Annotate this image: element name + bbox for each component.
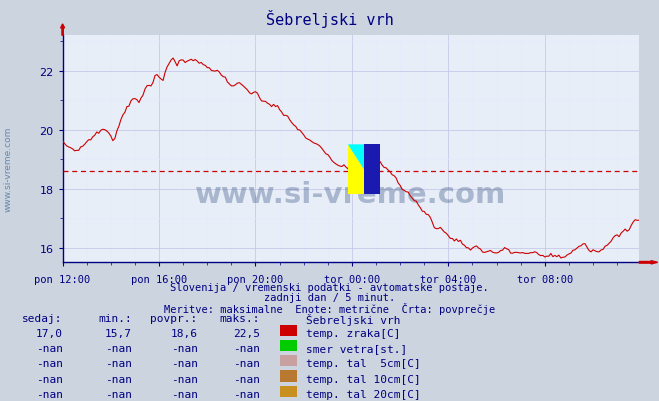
Text: min.:: min.: [98, 313, 132, 323]
Text: 18,6: 18,6 [171, 328, 198, 338]
Text: -nan: -nan [233, 374, 260, 384]
Text: -nan: -nan [36, 389, 63, 399]
Text: zadnji dan / 5 minut.: zadnji dan / 5 minut. [264, 293, 395, 303]
Text: 17,0: 17,0 [36, 328, 63, 338]
Polygon shape [364, 145, 380, 195]
Text: -nan: -nan [171, 343, 198, 353]
Text: -nan: -nan [105, 374, 132, 384]
Text: povpr.:: povpr.: [150, 313, 198, 323]
Text: www.si-vreme.com: www.si-vreme.com [195, 181, 507, 209]
Text: temp. tal  5cm[C]: temp. tal 5cm[C] [306, 358, 421, 369]
Text: -nan: -nan [105, 389, 132, 399]
Text: -nan: -nan [105, 358, 132, 369]
Text: 15,7: 15,7 [105, 328, 132, 338]
Text: -nan: -nan [233, 343, 260, 353]
Text: Šebreljski vrh: Šebreljski vrh [266, 10, 393, 28]
Text: tor 08:00: tor 08:00 [517, 275, 573, 285]
Text: -nan: -nan [233, 389, 260, 399]
Text: -nan: -nan [105, 343, 132, 353]
Text: www.si-vreme.com: www.si-vreme.com [4, 126, 13, 211]
Text: tor 00:00: tor 00:00 [324, 275, 380, 285]
Text: temp. zraka[C]: temp. zraka[C] [306, 328, 401, 338]
Text: smer vetra[st.]: smer vetra[st.] [306, 343, 408, 353]
Text: -nan: -nan [36, 343, 63, 353]
Text: tor 04:00: tor 04:00 [420, 275, 476, 285]
Text: Šebreljski vrh: Šebreljski vrh [306, 313, 401, 325]
Text: -nan: -nan [171, 358, 198, 369]
Text: pon 16:00: pon 16:00 [131, 275, 187, 285]
Text: 22,5: 22,5 [233, 328, 260, 338]
Text: pon 12:00: pon 12:00 [34, 275, 91, 285]
Text: maks.:: maks.: [220, 313, 260, 323]
Text: -nan: -nan [36, 358, 63, 369]
Text: sedaj:: sedaj: [22, 313, 63, 323]
Text: Meritve: maksimalne  Enote: metrične  Črta: povprečje: Meritve: maksimalne Enote: metrične Črta… [164, 302, 495, 314]
Polygon shape [348, 145, 380, 195]
Text: temp. tal 20cm[C]: temp. tal 20cm[C] [306, 389, 421, 399]
Text: temp. tal 10cm[C]: temp. tal 10cm[C] [306, 374, 421, 384]
Polygon shape [348, 145, 380, 195]
Text: -nan: -nan [171, 374, 198, 384]
Text: -nan: -nan [233, 358, 260, 369]
Text: pon 20:00: pon 20:00 [227, 275, 283, 285]
Text: -nan: -nan [171, 389, 198, 399]
Text: Slovenija / vremenski podatki - avtomatske postaje.: Slovenija / vremenski podatki - avtomats… [170, 283, 489, 293]
Text: -nan: -nan [36, 374, 63, 384]
